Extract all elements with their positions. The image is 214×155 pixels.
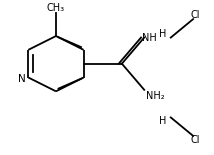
Text: N: N (18, 74, 26, 84)
Text: NH: NH (142, 33, 157, 43)
Text: H: H (159, 116, 166, 126)
Text: CH₃: CH₃ (47, 3, 65, 13)
Text: Cl: Cl (190, 135, 200, 145)
Text: NH₂: NH₂ (146, 91, 165, 101)
Text: H: H (159, 29, 166, 39)
Text: Cl: Cl (190, 10, 200, 20)
